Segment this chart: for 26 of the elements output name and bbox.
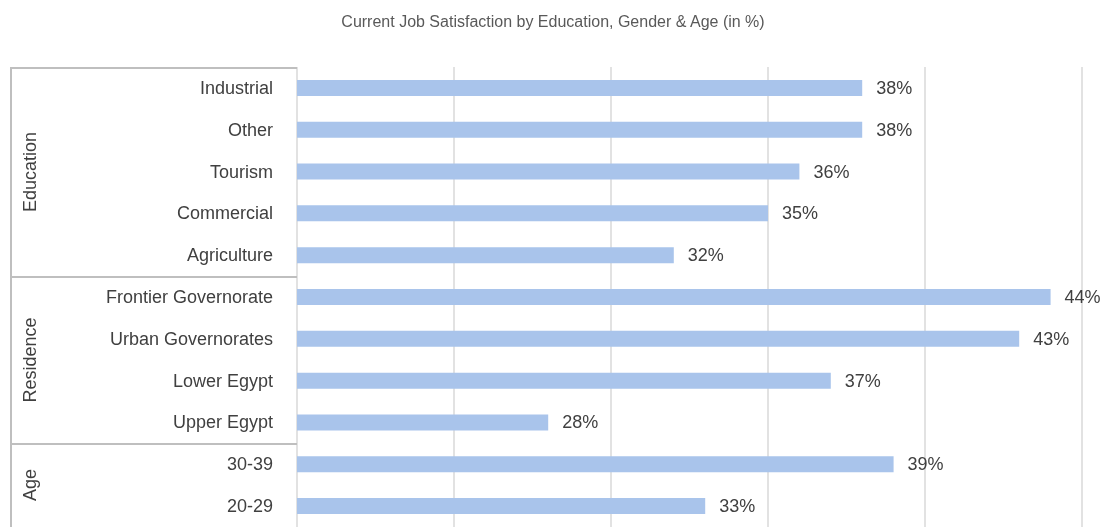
y-tick-label: Upper Egypt — [172, 412, 273, 433]
data-label: 36% — [813, 161, 850, 182]
y-tick-label: Commercial — [176, 203, 273, 224]
data-label: 44% — [1064, 287, 1101, 307]
y-tick-label: Frontier Governorate — [105, 287, 273, 307]
group-label: Education — [19, 131, 41, 212]
group-label: Residence — [19, 317, 41, 403]
data-label: 28% — [562, 412, 599, 433]
y-tick-label: Agriculture — [186, 245, 273, 266]
chart-title: Current Job Satisfaction by Education, Gender & Age (in %) — [341, 12, 765, 30]
group-label: Age — [19, 469, 41, 502]
data-label: 32% — [687, 245, 724, 266]
data-label: 33% — [719, 496, 756, 517]
y-tick-label: Tourism — [209, 161, 273, 182]
y-tick-label: Lower Egypt — [172, 370, 273, 391]
y-tick-label: 30-39 — [226, 454, 273, 475]
y-tick-label: Urban Governorates — [109, 328, 273, 349]
data-label: 38% — [876, 119, 913, 140]
data-label: 39% — [907, 454, 944, 475]
data-label: 43% — [1033, 328, 1070, 349]
data-label: 38% — [876, 77, 913, 98]
data-label: 37% — [844, 370, 881, 391]
data-label: 35% — [782, 203, 819, 224]
y-tick-label: 20-29 — [226, 496, 273, 517]
y-tick-label: Other — [227, 119, 273, 140]
y-tick-label: Industrial — [199, 77, 273, 98]
